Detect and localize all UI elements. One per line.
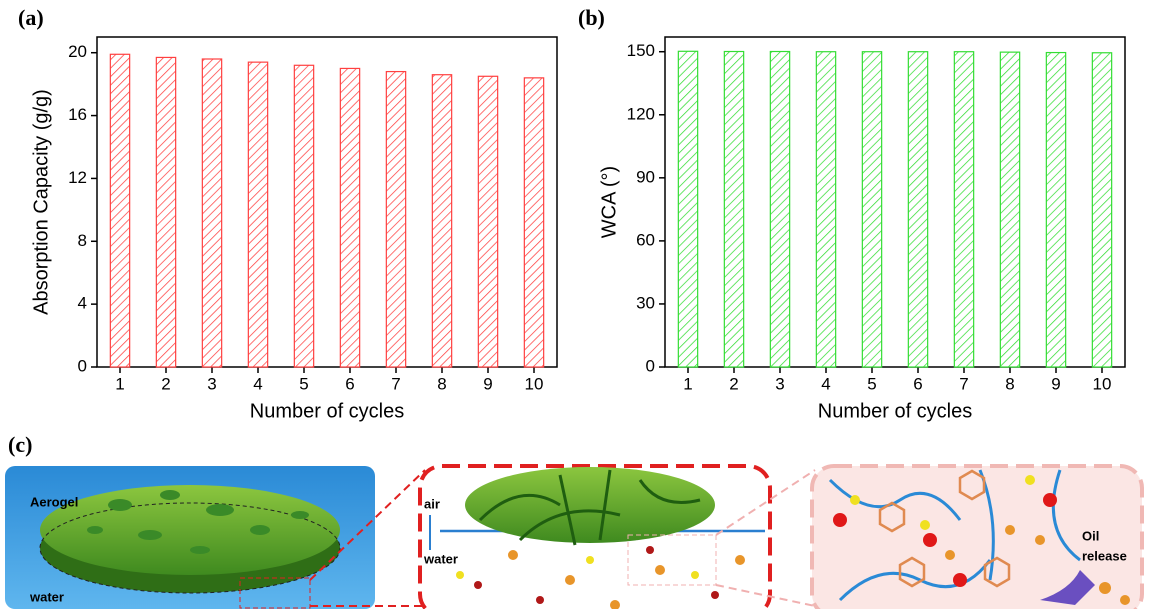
x-tick-label: 10: [1093, 374, 1112, 393]
bar: [248, 62, 267, 367]
figure: (c) Aerogel water air water: [0, 0, 1149, 609]
x-axis-title: Number of cycles: [818, 400, 973, 422]
y-tick-label: 20: [68, 42, 87, 61]
bar: [1092, 53, 1111, 367]
x-tick-label: 5: [867, 374, 876, 393]
x-tick-label: 2: [729, 374, 738, 393]
x-tick-label: 4: [253, 374, 262, 393]
y-tick-label: 0: [646, 356, 655, 375]
bar: [724, 52, 743, 367]
y-tick-label: 4: [78, 294, 87, 313]
x-tick-label: 1: [115, 374, 124, 393]
bar: [1046, 53, 1065, 367]
y-tick-label: 90: [636, 167, 655, 186]
bar: [954, 52, 973, 367]
water-label: water: [423, 551, 458, 566]
panel-label: (b): [578, 5, 605, 30]
x-tick-label: 9: [1051, 374, 1060, 393]
bar: [202, 59, 221, 367]
aerogel-label: Aerogel: [30, 494, 78, 509]
x-tick-label: 9: [483, 374, 492, 393]
x-tick-label: 3: [207, 374, 216, 393]
bar: [110, 54, 129, 367]
bar: [770, 52, 789, 367]
bar: [386, 72, 405, 367]
y-tick-label: 12: [68, 168, 87, 187]
x-tick-label: 6: [913, 374, 922, 393]
bar: [432, 75, 451, 367]
y-tick-label: 0: [78, 356, 87, 375]
bar: [1000, 52, 1019, 367]
bar: [678, 51, 697, 367]
y-axis-title: WCA (°): [598, 166, 620, 238]
x-tick-label: 6: [345, 374, 354, 393]
x-axis-title: Number of cycles: [250, 400, 405, 422]
x-tick-label: 5: [299, 374, 308, 393]
bar: [862, 52, 881, 367]
y-tick-label: 30: [636, 293, 655, 312]
x-tick-label: 10: [525, 374, 544, 393]
x-tick-label: 7: [959, 374, 968, 393]
bar: [340, 68, 359, 367]
bar: [294, 65, 313, 367]
oil-label: release: [1082, 548, 1127, 563]
x-tick-label: 7: [391, 374, 400, 393]
y-tick-label: 120: [627, 104, 655, 123]
y-tick-label: 150: [627, 41, 655, 60]
water-label: water: [29, 589, 64, 604]
molecular-scene: Oil release: [812, 466, 1142, 609]
x-tick-label: 8: [437, 374, 446, 393]
x-tick-label: 3: [775, 374, 784, 393]
y-tick-label: 8: [78, 231, 87, 250]
panel-label: (c): [8, 432, 32, 457]
air-label: air: [424, 496, 440, 511]
y-axis-title: Absorption Capacity (g/g): [30, 89, 52, 315]
bar: [156, 57, 175, 367]
y-tick-label: 16: [68, 105, 87, 124]
interface-scene: air water: [420, 466, 815, 609]
bar: [816, 52, 835, 367]
x-tick-label: 1: [683, 374, 692, 393]
y-tick-label: 60: [636, 230, 655, 249]
x-tick-label: 2: [161, 374, 170, 393]
panel-label: (a): [18, 5, 44, 30]
aerogel-scene: Aerogel water: [5, 466, 425, 609]
x-tick-label: 4: [821, 374, 830, 393]
oil-label: Oil: [1082, 528, 1099, 543]
bar: [908, 52, 927, 367]
bar: [524, 78, 543, 367]
x-tick-label: 8: [1005, 374, 1014, 393]
bar: [478, 76, 497, 367]
